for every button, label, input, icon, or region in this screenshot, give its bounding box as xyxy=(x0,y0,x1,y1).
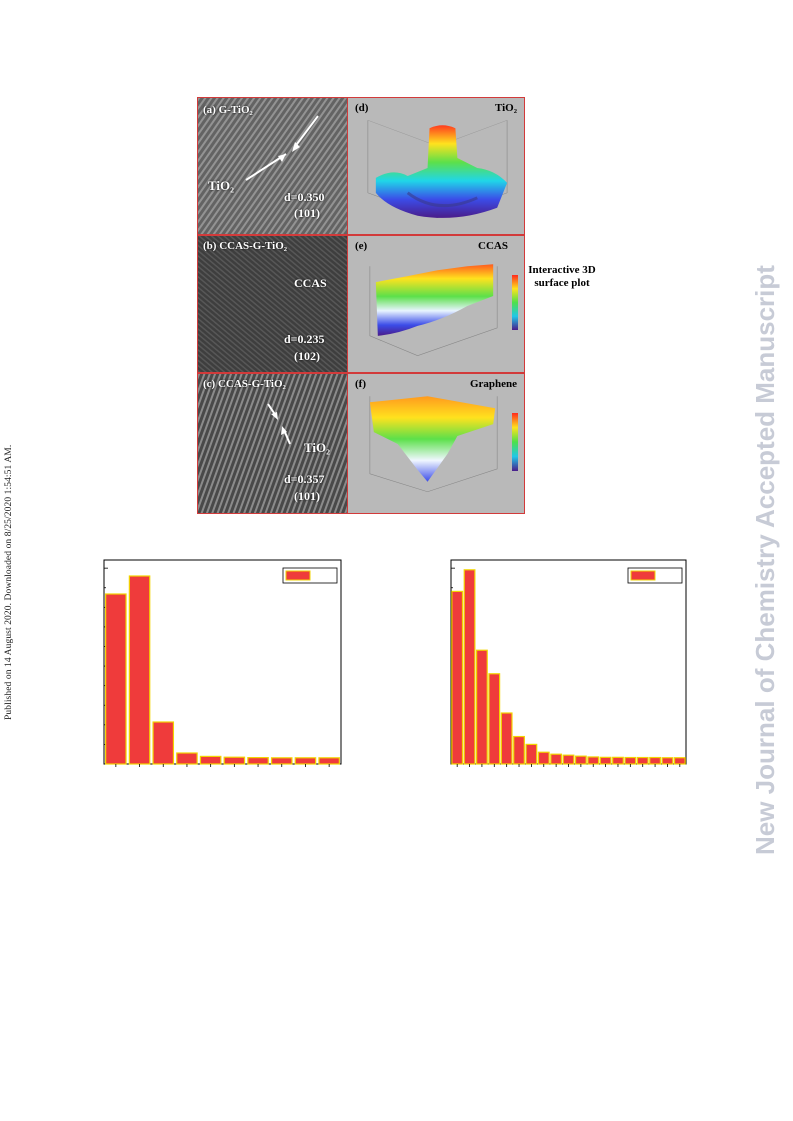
bar xyxy=(463,569,476,765)
published-note: Published on 14 August 2020. Downloaded … xyxy=(4,444,14,720)
bar xyxy=(500,712,513,765)
bar xyxy=(105,593,127,765)
surface-plot-d xyxy=(367,120,508,219)
bar xyxy=(636,756,649,765)
panel-b-plane: (102) xyxy=(294,349,320,363)
bar xyxy=(574,755,587,765)
bar-chart-left xyxy=(100,558,345,772)
bar xyxy=(451,590,464,765)
surface-plot-f xyxy=(369,396,498,493)
bar xyxy=(525,743,538,765)
legend-swatch xyxy=(285,570,311,581)
surface-panel-e: (e) CCAS xyxy=(347,236,524,372)
bar xyxy=(599,756,612,765)
panel-b-d-spacing: d=0.235 xyxy=(284,332,325,346)
bar xyxy=(152,721,175,765)
panel-b-material: CCAS xyxy=(294,276,327,290)
panel-c-label: (c) CCAS-G-TiO₂ xyxy=(203,378,286,390)
bar xyxy=(673,757,686,765)
bar xyxy=(624,756,637,765)
bar xyxy=(223,756,246,765)
panel-e-label: (e) xyxy=(355,240,368,252)
bar xyxy=(199,755,222,765)
bar xyxy=(587,756,600,765)
surface-panel-f: (f) Graphene xyxy=(347,374,524,513)
row-divider-2 xyxy=(198,372,524,374)
bar xyxy=(128,575,151,765)
bar xyxy=(537,751,550,765)
journal-watermark: New Journal of Chemistry Accepted Manusc… xyxy=(750,265,780,855)
bar-chart-right-svg xyxy=(450,559,687,767)
panel-c-tio2-label: TiO₂ xyxy=(304,440,331,455)
panel-b-label: (b) CCAS-G-TiO₂ xyxy=(203,240,288,252)
bar-chart-left-svg xyxy=(103,559,342,767)
composite-figure: (a) G-TiO₂ TiO₂ d=0.350 (101) xyxy=(197,97,525,514)
tem-panel-c: (c) CCAS-G-TiO₂ TiO₂ d=0.357 (101) xyxy=(198,374,347,513)
panel-d-label: (d) xyxy=(355,102,369,114)
panel-d-title: TiO₂ xyxy=(494,102,517,114)
tem-panel-b: (b) CCAS-G-TiO₂ CCAS d=0.235 (102) xyxy=(198,236,347,372)
panel-a-tio2-label: TiO₂ xyxy=(208,178,235,193)
bar xyxy=(176,752,198,765)
bar xyxy=(612,756,624,765)
interactive-caption: Interactive 3D surface plot xyxy=(528,264,596,289)
bar xyxy=(661,757,674,765)
bar xyxy=(318,757,340,765)
color-scale-f xyxy=(512,413,518,471)
panel-e-title: CCAS xyxy=(478,240,508,252)
bar xyxy=(513,735,525,765)
bar xyxy=(562,754,575,765)
panel-f-label: (f) xyxy=(355,378,366,390)
panel-c-d-spacing: d=0.357 xyxy=(284,472,325,486)
tem-panel-a: (a) G-TiO₂ TiO₂ d=0.350 (101) xyxy=(198,98,347,234)
panel-a-d-spacing: d=0.350 xyxy=(284,190,325,204)
bar-chart-right xyxy=(447,558,690,772)
lattice-image-b xyxy=(198,236,347,372)
surface-panel-d: (d) TiO₂ xyxy=(347,98,524,234)
panel-c-plane: (101) xyxy=(294,489,320,503)
lattice-image-a xyxy=(198,98,347,234)
bar xyxy=(550,753,563,765)
row-divider-1 xyxy=(198,234,524,236)
bar xyxy=(294,757,317,765)
legend-swatch xyxy=(630,570,656,581)
bar xyxy=(270,757,293,765)
panel-f-title: Graphene xyxy=(469,378,517,390)
bar xyxy=(488,673,501,765)
bar xyxy=(247,757,269,765)
bar xyxy=(649,756,661,765)
surface-plot-e xyxy=(369,264,498,357)
color-scale-e xyxy=(512,275,518,330)
panel-a-plane: (101) xyxy=(294,206,320,220)
lattice-image-c xyxy=(198,374,347,513)
bar xyxy=(476,649,488,765)
panel-a-label: (a) G-TiO₂ xyxy=(203,104,253,116)
